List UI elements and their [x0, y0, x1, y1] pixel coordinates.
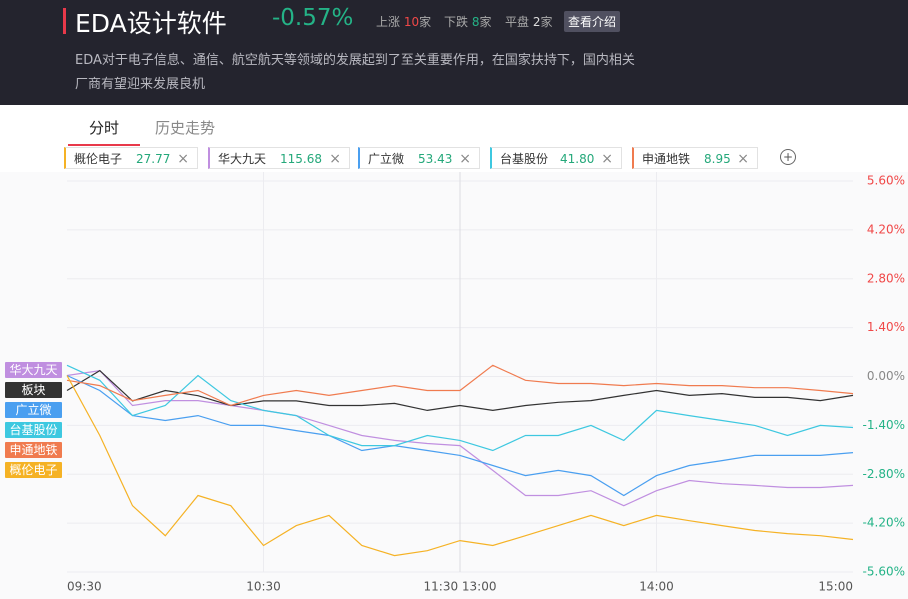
intro-button[interactable]: 查看介绍: [564, 11, 621, 32]
series-tag-label: 申通地铁: [9, 443, 57, 457]
description: 厂商有望迎来发展良机: [75, 77, 206, 92]
title: EDA设计软件: [75, 9, 227, 38]
stock-name: 广立微: [368, 152, 405, 166]
stock-price: 27.77: [136, 152, 171, 166]
y-tick-label: 1.40%: [867, 320, 905, 334]
stock-chip[interactable]: 广立微 53.43 ×: [358, 147, 480, 169]
stock-price: 41.80: [560, 152, 595, 166]
series-tag: [5, 402, 62, 418]
description: EDA对于电子信息、通信、航空航天等领域的发展起到了至关重要作用，在国家扶持下，…: [75, 53, 635, 68]
x-tick-label: 09:30: [67, 580, 102, 594]
stock-price: 8.95: [704, 152, 731, 166]
label: 上涨: [376, 15, 401, 29]
series-line: [66, 375, 854, 557]
series-tag: [5, 442, 62, 458]
series-line: [66, 364, 854, 407]
stock-price: 115.68: [280, 152, 322, 166]
y-tick-label: 0.00%: [867, 369, 905, 383]
unit: 家: [540, 15, 553, 29]
y-tick-label: -1.40%: [863, 418, 905, 432]
stock-chip[interactable]: 华大九天 115.68 ×: [208, 147, 350, 169]
series-tag-label: 广立微: [15, 402, 51, 417]
add-button[interactable]: +: [780, 149, 796, 165]
series-line: [66, 374, 854, 497]
series-tag-label: 华大九天: [9, 363, 57, 377]
stock-chip[interactable]: 概伦电子 27.77 ×: [64, 147, 198, 169]
flat-stat: 平盘 2家: [505, 13, 553, 30]
unit: 家: [419, 15, 432, 29]
header: EDA设计软件 -0.57% 上涨 10家 下跌 8家 平盘 2家 查看介绍 E…: [0, 0, 908, 105]
y-tick-label: 5.60%: [867, 174, 905, 188]
stock-chip[interactable]: 台基股份 41.80 ×: [490, 147, 622, 169]
tab[interactable]: 历史走势: [155, 119, 216, 137]
x-tick-label: 11:30 13:00: [424, 580, 497, 594]
series-tag-label: 板块: [21, 383, 45, 397]
y-tick-label: -2.80%: [863, 467, 905, 481]
tab-underline: [68, 144, 140, 146]
tab[interactable]: 分时: [89, 119, 120, 137]
remove-icon[interactable]: ×: [177, 151, 189, 167]
chart-bg: [0, 172, 908, 599]
stock-name: 概伦电子: [74, 152, 123, 166]
down-stat: 下跌 8家: [444, 13, 492, 30]
unit: 家: [479, 15, 492, 29]
tabs: 分时 历史走势: [0, 105, 908, 146]
stock-name: 申通地铁: [642, 152, 691, 166]
change: -0.57%: [272, 5, 354, 31]
up-stat: 上涨 10家: [376, 13, 431, 30]
label: 平盘: [505, 15, 530, 29]
series-line: [66, 364, 854, 452]
stock-price: 53.43: [418, 152, 453, 166]
series-tag: [5, 422, 62, 438]
series-line: [66, 369, 854, 507]
series-tag-label: 概伦电子: [9, 462, 57, 477]
y-tick-label: -5.60%: [863, 565, 905, 579]
remove-icon[interactable]: ×: [459, 151, 471, 167]
y-tick-label: -4.20%: [863, 516, 905, 530]
count: 10: [403, 15, 420, 29]
remove-icon[interactable]: ×: [737, 151, 749, 167]
stock-chip[interactable]: 申通地铁 8.95 ×: [632, 147, 758, 169]
x-tick-label: 15:00: [818, 580, 853, 594]
stock-name: 华大九天: [218, 152, 267, 166]
y-tick-label: 2.80%: [867, 271, 905, 285]
series-tag: [5, 362, 62, 378]
remove-icon[interactable]: ×: [329, 151, 341, 167]
count: 2: [532, 15, 541, 29]
series-tag-label: 台基股份: [9, 422, 57, 437]
series-line: [66, 369, 854, 412]
label: 下跌: [444, 15, 469, 29]
count: 8: [471, 15, 480, 29]
accent-bar: [63, 8, 66, 34]
remove-icon[interactable]: ×: [601, 151, 613, 167]
x-tick-label: 14:00: [639, 580, 674, 594]
x-tick-label: 10:30: [246, 580, 281, 594]
series-tag: [5, 462, 62, 478]
series-tag: [5, 382, 62, 398]
y-tick-label: 4.20%: [867, 222, 905, 236]
stock-name: 台基股份: [500, 152, 549, 166]
